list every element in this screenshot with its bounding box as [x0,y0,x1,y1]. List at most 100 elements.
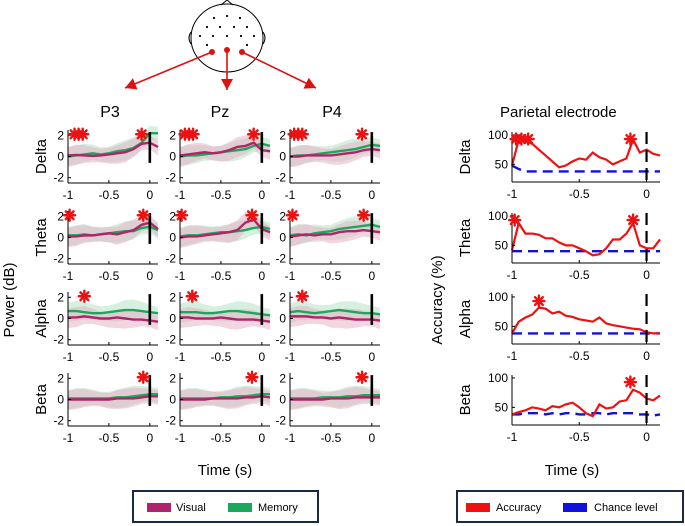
y-tick-label: 0 [169,150,176,164]
y-tick-label: -2 [275,333,286,347]
electrode-dot [205,25,209,29]
y-tick-label: 2 [169,290,176,304]
y-tick-label: 0 [57,312,64,326]
x-tick-label: 0 [146,188,153,202]
y-tick-label: 2 [57,290,64,304]
x-tick-label: 0 [368,431,375,445]
x-tick-label: 0 [258,431,265,445]
row-label-theta: Theta [33,218,50,257]
accuracy-row-label-delta: Delta [457,139,474,175]
x-tick-label: -1 [63,350,74,364]
x-tick-label: -1 [285,431,296,445]
x-tick-label: -1 [63,269,74,283]
y-tick-label: 2 [279,290,286,304]
x-tick-label: -0.5 [211,269,232,283]
x-tick-label: -0.5 [321,188,342,202]
y-tick-label: -2 [275,252,286,266]
accuracy-line [510,136,661,169]
panel-theta-p3: -2 0 2 -1 -0.5 0 [53,208,159,283]
visual-line [67,141,159,158]
panel-theta-p4: -2 0 2 -1 -0.5 0 [275,208,381,283]
arrow-1 [221,52,233,90]
y-tick-label: -2 [53,171,64,185]
significance-star [295,127,309,141]
x-tick-label: 0 [368,188,375,202]
panel-alpha-p3: -2 0 2 -1 -0.5 0 [53,289,159,364]
x-tick-label: 0 [146,431,153,445]
head-schematic-icon [188,0,266,73]
y-tick-label: 100 [488,290,508,304]
significance-star [355,370,369,384]
significance-star [532,294,546,308]
significance-star [623,375,638,389]
memory-line [180,309,271,317]
visual-band [68,215,158,248]
visual-band [68,134,158,167]
electrode-dot [252,34,256,38]
chance-line [512,412,661,417]
row-label-delta: Delta [33,138,50,174]
y-tick-label: -2 [165,252,176,266]
y-tick-label: -2 [275,414,286,428]
significance-star [136,208,150,222]
accuracy-row-label-alpha: Alpha [457,299,474,338]
arrow-0 [124,51,213,90]
y-tick-label: 0 [279,150,286,164]
y-tick-label: 2 [169,209,176,223]
y-tick-label: 50 [495,238,509,252]
x-tick-label: 0 [258,188,265,202]
visual-line [179,218,271,239]
significance-star [356,208,371,222]
y-tick-label: 0 [169,231,176,245]
significance-star [245,370,259,384]
x-tick-label: 0 [258,350,265,364]
significance-star [246,127,261,141]
significance-star [62,208,77,222]
visual-line [179,141,271,157]
y-tick-label: 0 [57,231,64,245]
electrode-dot [198,34,202,38]
x-tick-label: -1 [175,350,186,364]
electrode-dot [232,25,236,29]
x-tick-label: -0.5 [99,350,120,364]
significance-star [77,289,92,303]
electrode-dot [245,43,249,47]
x-tick-label: -1 [285,269,296,283]
panel-alpha-p4: -2 0 2 -1 -0.5 0 [275,289,381,364]
accuracy-panels: Delta 50 100 -1 -0.5 0 Theta 50 100 -1 -0.5 0 Alpha 5… [457,128,661,444]
significance-star [136,370,150,384]
y-tick-label: -2 [165,171,176,185]
y-tick-label: -2 [165,414,176,428]
panel-beta-p4: -2 0 2 -1 -0.5 0 [275,370,380,445]
accuracy-panel-beta: 50 100 -1 -0.5 0 [488,371,661,444]
y-tick-label: -2 [165,333,176,347]
accuracy-ylabel: Accuracy (%) [429,255,446,344]
x-tick-label: -0.5 [99,431,120,445]
y-tick-label: 50 [495,319,509,333]
visual-band [180,133,270,167]
x-tick-label: -1 [175,431,186,445]
x-tick-label: -0.5 [211,188,232,202]
electrode-dot [212,16,216,20]
y-tick-label: 2 [279,128,286,142]
y-tick-label: -2 [53,414,64,428]
visual-line [290,396,380,401]
x-tick-label: 0 [258,269,265,283]
x-tick-label: -1 [507,268,518,282]
accuracy-row-label-beta: Beta [457,384,474,416]
y-tick-label: 0 [279,231,286,245]
legend-visual-swatch [147,503,171,512]
x-tick-label: -1 [507,430,518,444]
y-tick-label: 2 [57,371,64,385]
legend-accuracy-swatch [466,503,490,512]
column-label-pz: Pz [211,104,230,121]
legend-memory-swatch [228,503,252,512]
accuracy-line [511,388,661,418]
significance-star [355,127,369,141]
y-tick-label: 100 [488,209,508,223]
legend-left: Visual Memory [132,490,319,523]
panel-delta-p3: -2 0 2 -1 -0.5 0 [53,125,159,202]
accuracy-line [511,306,660,335]
parietal-electrode-dot [224,47,230,53]
